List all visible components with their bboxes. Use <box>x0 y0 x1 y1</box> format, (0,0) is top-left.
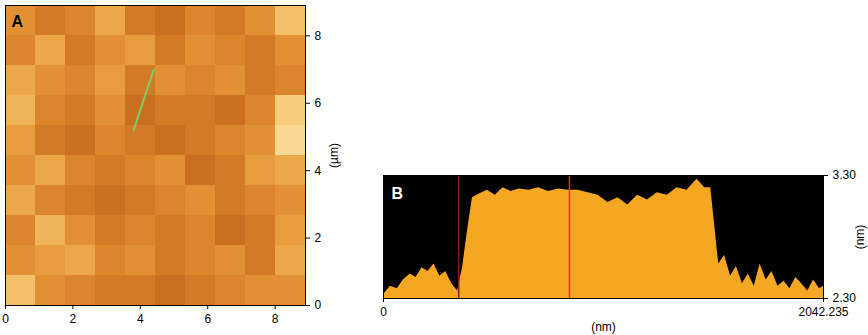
svg-text:(nm): (nm) <box>853 225 867 250</box>
svg-text:B: B <box>392 185 404 202</box>
svg-text:2.30: 2.30 <box>833 291 857 305</box>
svg-text:(nm): (nm) <box>591 320 616 334</box>
svg-text:4: 4 <box>315 164 322 178</box>
svg-text:4: 4 <box>137 312 144 326</box>
svg-text:2: 2 <box>315 231 322 245</box>
svg-text:0: 0 <box>380 305 387 319</box>
svg-text:6: 6 <box>315 96 322 110</box>
svg-text:2042.235: 2042.235 <box>798 305 848 319</box>
svg-text:2: 2 <box>70 312 77 326</box>
svg-text:A: A <box>12 13 24 30</box>
svg-text:8: 8 <box>315 29 322 43</box>
svg-text:0: 0 <box>2 312 9 326</box>
svg-text:(µm): (µm) <box>327 143 341 168</box>
svg-text:0: 0 <box>315 298 322 312</box>
svg-text:8: 8 <box>272 312 279 326</box>
svg-text:6: 6 <box>204 312 211 326</box>
svg-text:3.30: 3.30 <box>833 168 857 182</box>
